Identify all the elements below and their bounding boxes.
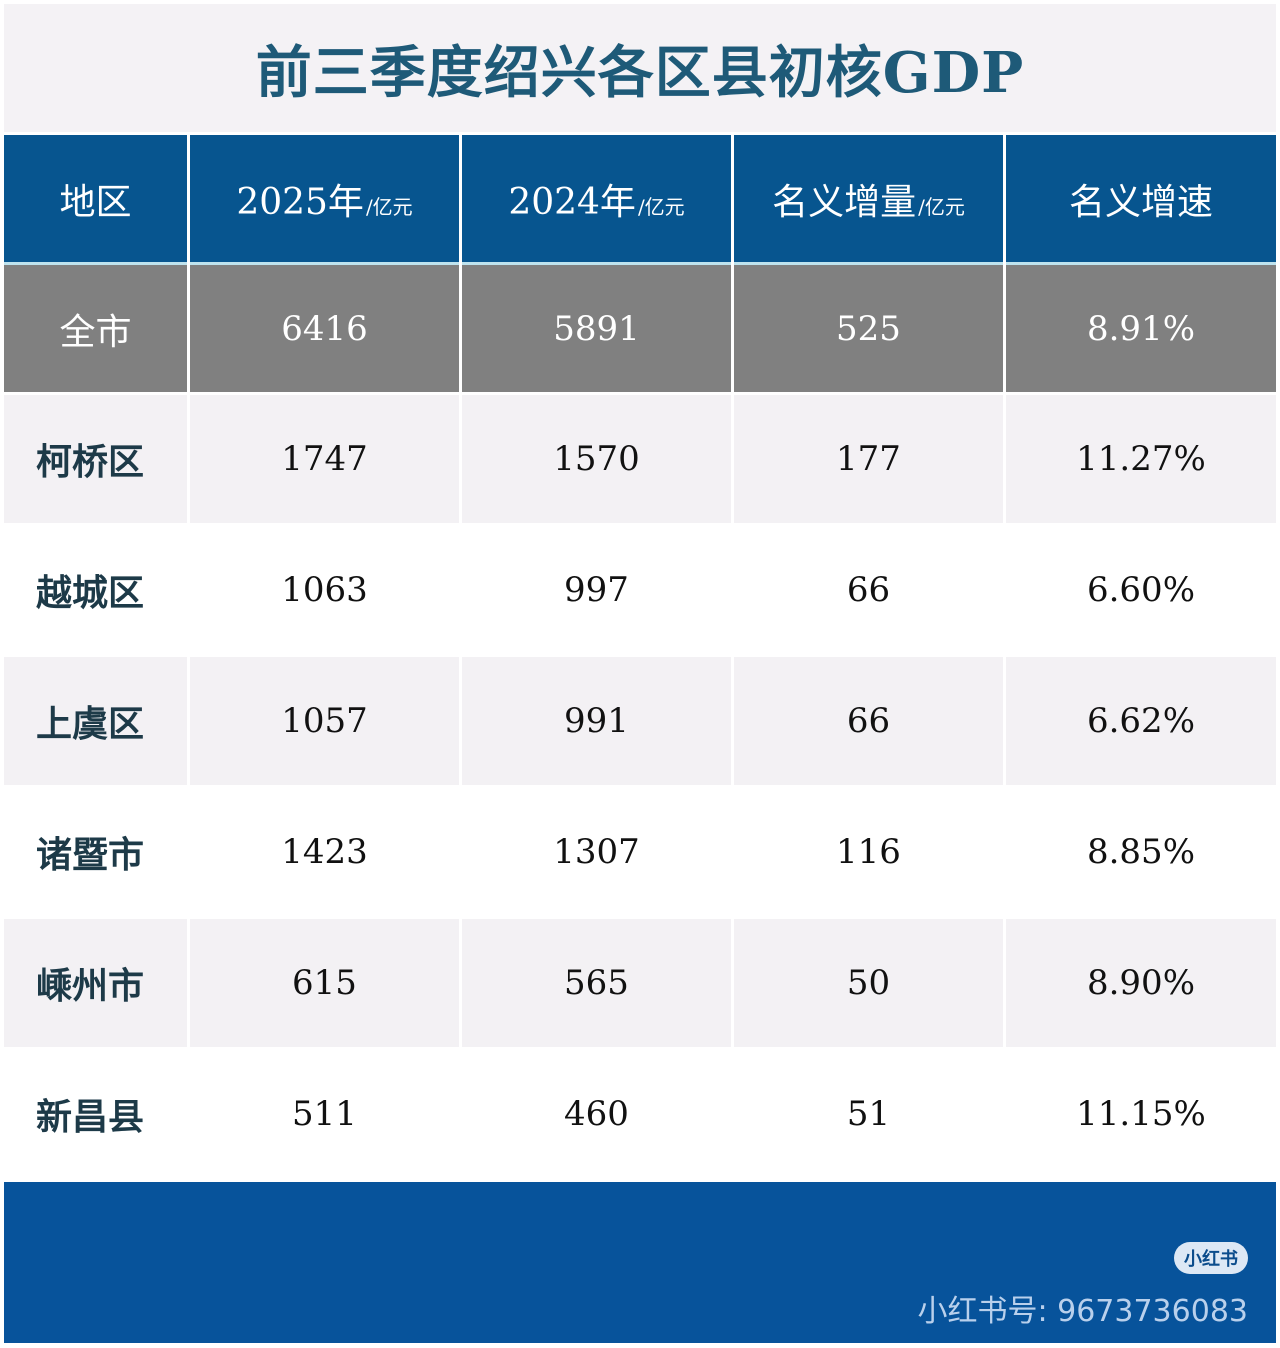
value-cell: 525: [734, 265, 1003, 392]
column-header-label: 名义增速: [1068, 181, 1213, 223]
account-id: 小红书号: 9673736083: [917, 1294, 1248, 1329]
value-cell: 66: [734, 526, 1003, 654]
column-header-label: 名义增量: [772, 181, 917, 223]
value-cell: 177: [734, 395, 1003, 523]
value-cell: 8.85%: [1006, 788, 1276, 916]
value-cell: 1423: [190, 788, 459, 916]
value-cell: 565: [462, 919, 731, 1047]
column-header: 2024年/亿元: [462, 135, 731, 265]
gdp-table: 地区 2025年/亿元 2024年/亿元 名义增量/亿元 名义增速 全市 6416 5891 5…: [4, 135, 1276, 1181]
value-cell: 615: [190, 919, 459, 1047]
region-cell: 诸暨市: [4, 788, 187, 916]
column-header: 名义增速: [1006, 135, 1276, 265]
column-header: 地区: [4, 135, 187, 265]
value-cell: 50: [734, 919, 1003, 1047]
region-cell: 越城区: [4, 526, 187, 654]
xiaohongshu-logo: 小红书: [1174, 1242, 1248, 1274]
region-cell: 新昌县: [4, 1050, 187, 1178]
value-cell: 8.91%: [1006, 265, 1276, 392]
region-cell: 上虞区: [4, 657, 187, 785]
column-header: 2025年/亿元: [190, 135, 459, 265]
value-cell: 6.62%: [1006, 657, 1276, 785]
column-unit: /亿元: [637, 195, 685, 219]
value-cell: 1747: [190, 395, 459, 523]
value-cell: 5891: [462, 265, 731, 392]
column-unit: /亿元: [365, 195, 413, 219]
column-header: 名义增量/亿元: [734, 135, 1003, 265]
value-cell: 51: [734, 1050, 1003, 1178]
column-header-label: 2025年: [236, 181, 364, 223]
value-cell: 66: [734, 657, 1003, 785]
value-cell: 991: [462, 657, 731, 785]
value-cell: 1057: [190, 657, 459, 785]
page-title: 前三季度绍兴各区县初核GDP: [255, 39, 1025, 106]
region-cell: 全市: [4, 265, 187, 392]
column-unit: /亿元: [918, 195, 965, 219]
value-cell: 511: [190, 1050, 459, 1178]
value-cell: 8.90%: [1006, 919, 1276, 1047]
value-cell: 1570: [462, 395, 731, 523]
column-header-label: 地区: [59, 181, 132, 223]
value-cell: 6.60%: [1006, 526, 1276, 654]
region-cell: 柯桥区: [4, 395, 187, 523]
value-cell: 11.27%: [1006, 395, 1276, 523]
value-cell: 460: [462, 1050, 731, 1178]
title-band: 前三季度绍兴各区县初核GDP: [4, 4, 1276, 132]
value-cell: 1063: [190, 526, 459, 654]
value-cell: 11.15%: [1006, 1050, 1276, 1178]
region-cell: 嵊州市: [4, 919, 187, 1047]
column-header-label: 2024年: [508, 181, 636, 223]
value-cell: 6416: [190, 265, 459, 392]
value-cell: 1307: [462, 788, 731, 916]
value-cell: 997: [462, 526, 731, 654]
value-cell: 116: [734, 788, 1003, 916]
footer-band: 小红书 小红书号: 9673736083: [4, 1182, 1276, 1343]
